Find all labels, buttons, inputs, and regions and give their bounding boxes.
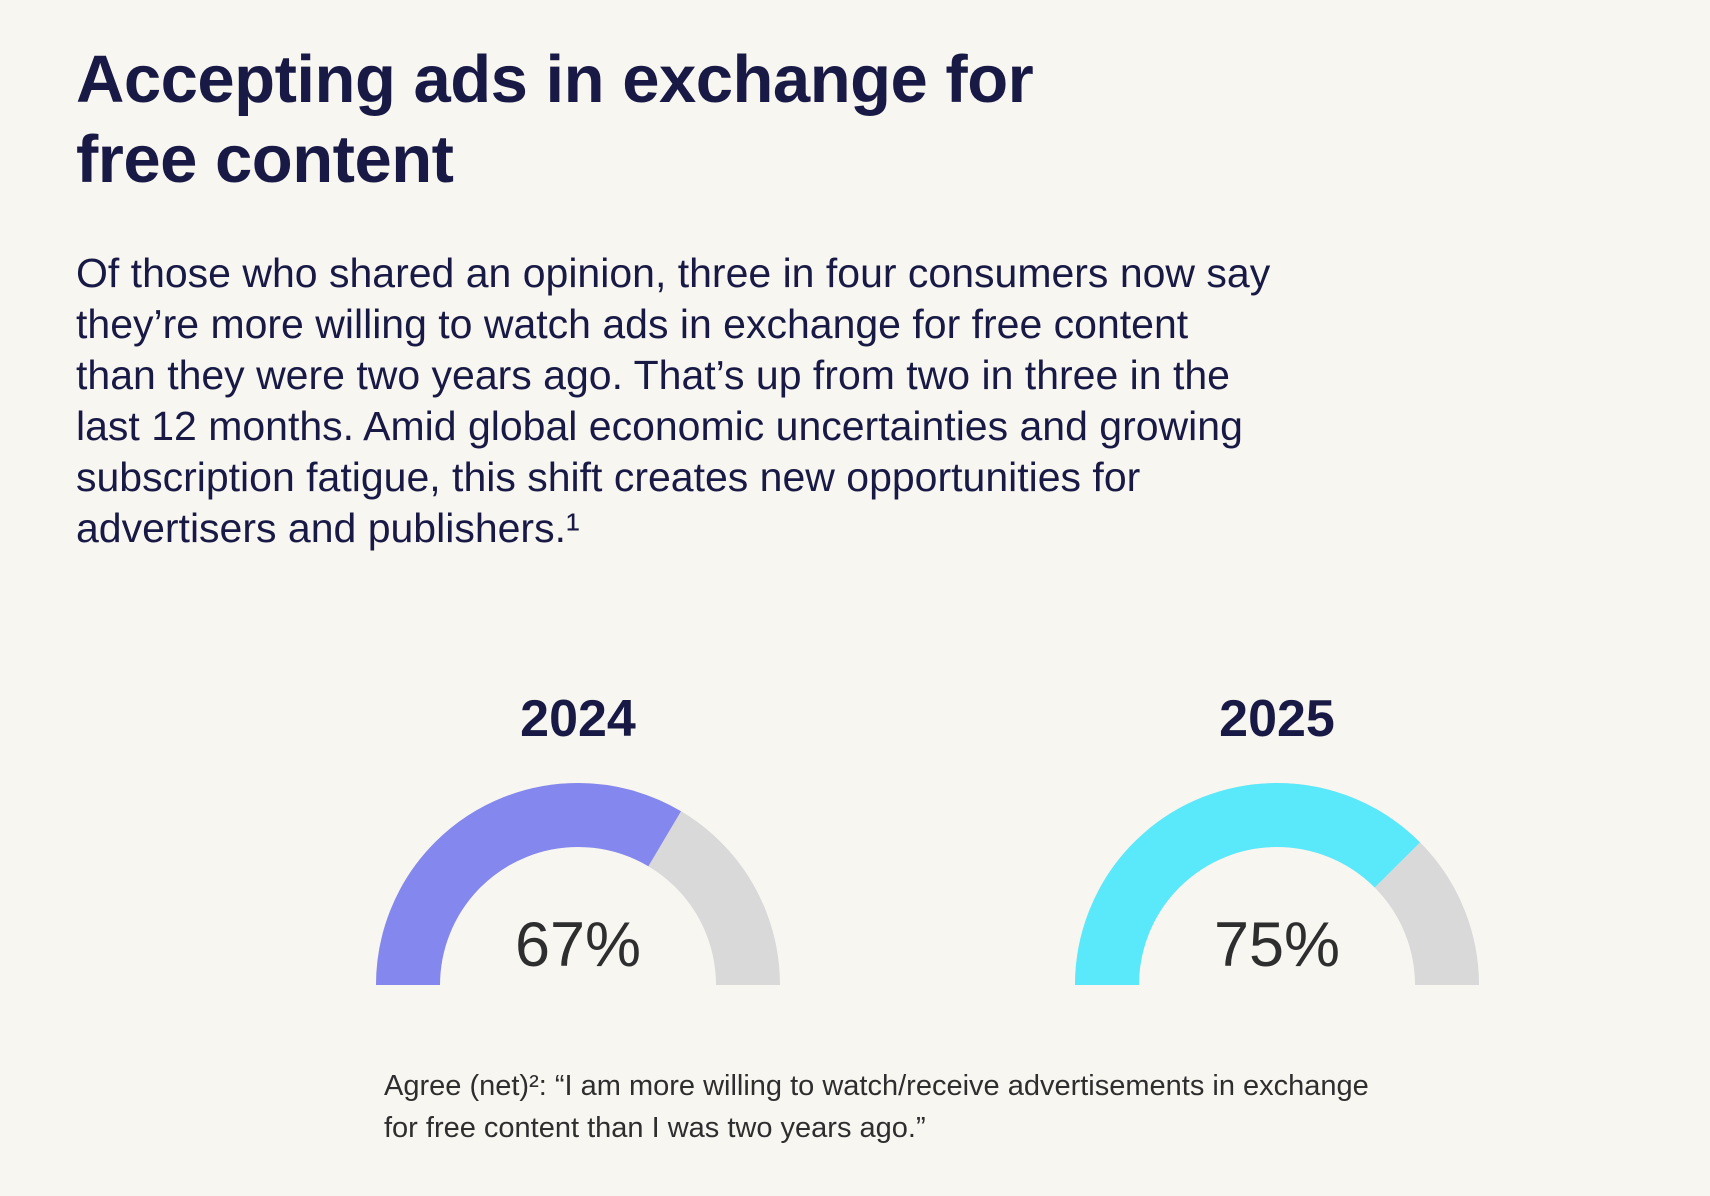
gauge-2025-year-label: 2025: [1219, 690, 1335, 748]
gauge-2024-year-label: 2024: [520, 690, 636, 748]
gauge-2025-svg: [1075, 783, 1479, 985]
gauge-2024: 2024 67%: [376, 693, 780, 985]
gauge-2025-value-arc: [1075, 783, 1479, 985]
footnote: Agree (net)²: “I am more willing to watc…: [384, 1070, 1369, 1144]
gauges-row: 2024 67% 2025 75%: [0, 693, 1710, 985]
gauge-2024-value-label: 67%: [514, 910, 642, 980]
page-title: Accepting ads in exchange for free conte…: [76, 42, 1034, 197]
gauge-2024-value-arc: [376, 783, 780, 985]
gauge-2025-value-label: 75%: [1213, 910, 1341, 980]
gauge-2024-chart: 67%: [376, 783, 780, 985]
intro-paragraph: Of those who shared an opinion, three in…: [76, 250, 1271, 551]
gauge-2025: 2025 75%: [1075, 693, 1479, 985]
gauge-2024-svg: [376, 783, 780, 985]
gauge-2025-chart: 75%: [1075, 783, 1479, 985]
